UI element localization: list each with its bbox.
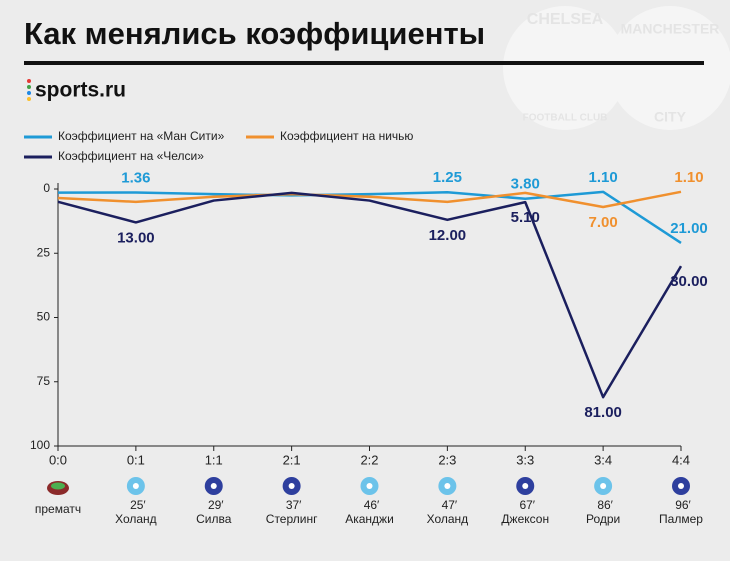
- x-tick-label: 0:1: [127, 452, 145, 467]
- event-icon: [516, 477, 535, 495]
- value-label: 13.00: [117, 229, 155, 246]
- badge-text: MANCHESTER: [621, 21, 720, 37]
- value-label: 3.80: [511, 176, 540, 193]
- legend-label: Коэффициент на «Ман Сити»: [58, 129, 225, 143]
- y-tick-label: 75: [37, 374, 51, 388]
- value-label: 81.00: [584, 404, 622, 421]
- x-tick-label: 3:4: [594, 452, 612, 467]
- legend-label: Коэффициент на ничью: [280, 129, 413, 143]
- event-player: Стерлинг: [266, 512, 318, 526]
- badge-text: FOOTBALL CLUB: [523, 113, 608, 124]
- x-tick-label: 3:3: [516, 452, 534, 467]
- chelsea-badge: [503, 6, 627, 130]
- city-badge: [608, 6, 730, 130]
- event-icon: [204, 477, 223, 495]
- event-icon: [126, 477, 145, 495]
- event-player: Холанд: [427, 512, 469, 526]
- x-tick-label: 2:2: [360, 452, 378, 467]
- series-line: [57, 190, 682, 209]
- event-minute: 47′: [442, 498, 458, 512]
- event-icon: [282, 477, 301, 495]
- event-minute: 96′: [675, 498, 691, 512]
- event-minute: 37′: [286, 498, 302, 512]
- value-label: 5.10: [511, 209, 540, 226]
- ball-patch: [366, 483, 373, 489]
- event-player: Джексон: [501, 512, 549, 526]
- series-line: [57, 190, 682, 245]
- x-tick-label: 4:4: [672, 452, 690, 467]
- event-icon: [47, 481, 69, 495]
- ball-patch: [522, 483, 529, 489]
- value-label: 1.25: [433, 169, 462, 186]
- x-tick-label: 2:3: [438, 452, 456, 467]
- event-minute: 25′: [130, 498, 146, 512]
- x-tick-label: 1:1: [205, 452, 223, 467]
- event-icon: [360, 477, 379, 495]
- event-minute: 86′: [597, 498, 613, 512]
- x-tick-label: 0:0: [49, 452, 67, 467]
- badge-text: CITY: [654, 109, 687, 125]
- legend-label: Коэффициент на «Челси»: [58, 149, 204, 163]
- event-icon: [438, 477, 457, 495]
- series-line: [57, 191, 683, 399]
- event-minute: 67′: [519, 498, 535, 512]
- title-rule: [24, 61, 704, 65]
- event-player: Силва: [196, 512, 232, 526]
- value-label: 12.00: [429, 227, 467, 244]
- event-player: Аканджи: [345, 512, 394, 526]
- event-minute: 46′: [364, 498, 380, 512]
- y-tick-label: 0: [43, 181, 50, 195]
- x-tick-label: 2:1: [283, 452, 301, 467]
- logo-dots: [27, 79, 31, 101]
- badges: [503, 6, 730, 130]
- event-icon: [672, 477, 690, 495]
- ball-patch: [132, 483, 139, 489]
- value-label: 7.00: [589, 214, 618, 231]
- value-label: 1.10: [589, 169, 618, 186]
- value-label: 1.10: [674, 169, 703, 186]
- ball-patch: [288, 483, 295, 489]
- source-logo: sports.ru: [35, 79, 126, 102]
- event-player: Холанд: [115, 512, 157, 526]
- value-label: 30.00: [670, 273, 708, 290]
- y-tick-label: 100: [30, 438, 50, 452]
- event-minute: 29′: [208, 498, 224, 512]
- y-tick-label: 50: [37, 310, 51, 324]
- badge-text: CHELSEA: [527, 11, 604, 28]
- ball-patch: [444, 483, 451, 489]
- event-player: Палмер: [659, 512, 703, 526]
- ball-patch: [210, 483, 217, 489]
- ball-patch: [678, 483, 684, 489]
- value-label: 21.00: [670, 220, 708, 237]
- event-label: прематч: [35, 502, 81, 516]
- chart-title: Как менялись коэффициенты: [24, 16, 485, 51]
- value-label: 1.36: [121, 169, 150, 186]
- event-player: Родри: [586, 512, 620, 526]
- event-icon: [594, 477, 613, 495]
- ball-patch: [600, 483, 607, 489]
- stadium-field: [51, 482, 65, 490]
- y-tick-label: 25: [37, 245, 51, 259]
